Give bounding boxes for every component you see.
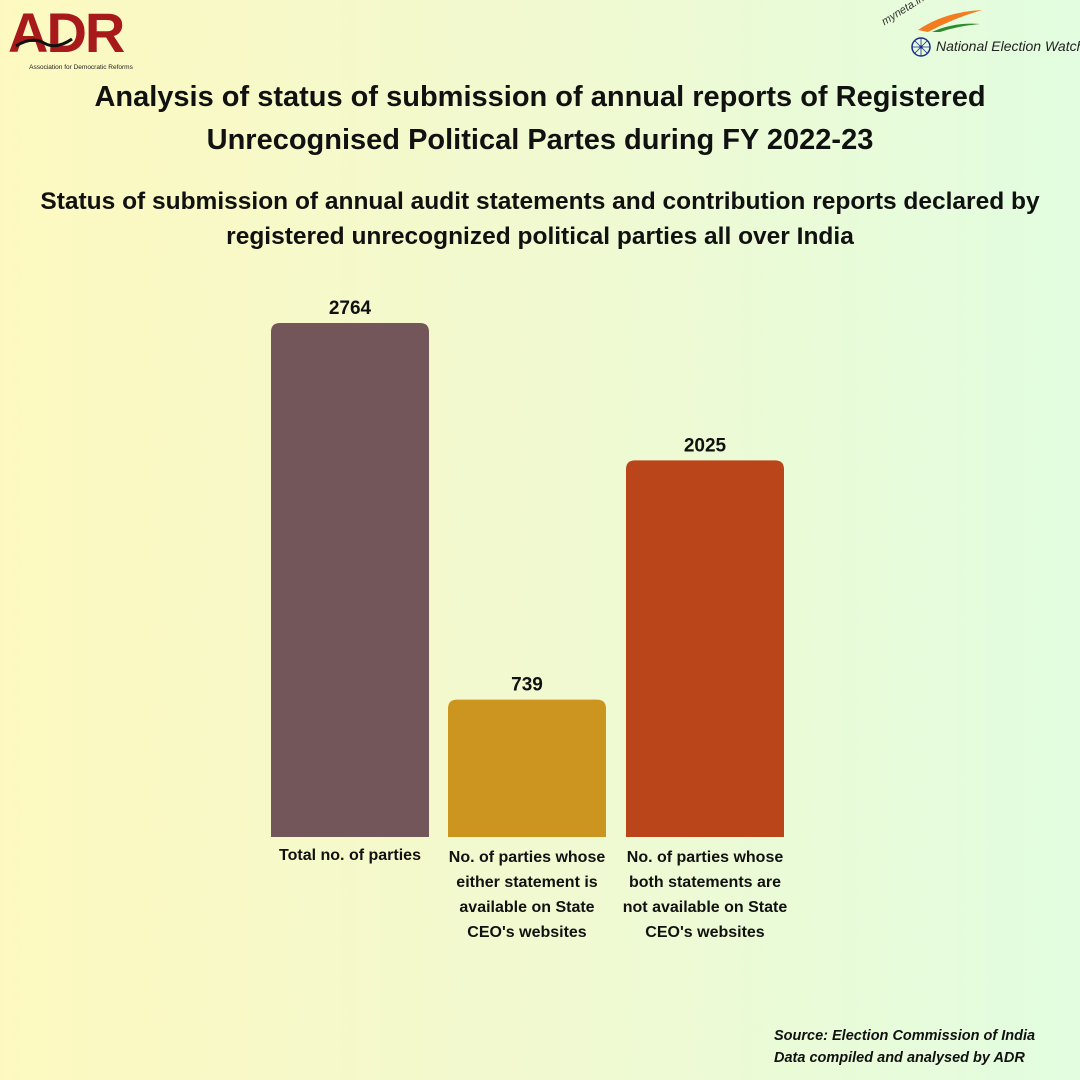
source-text: Source: Election Commission of India xyxy=(774,1028,1036,1044)
adr-logo: ADR Association for Democratic Reforms xyxy=(8,2,150,72)
compiled-text: Data compiled and analysed by ADR xyxy=(774,1050,1025,1066)
source-note: Source: Election Commission of India Dat… xyxy=(774,1025,1074,1069)
category-label-1: Total no. of parties xyxy=(279,847,421,864)
bar-2 xyxy=(448,699,606,837)
data-label-2: 739 xyxy=(511,675,543,696)
adr-logo-subtitle: Association for Democratic Reforms xyxy=(29,64,133,71)
category-label-3: No. of parties whose both statements are… xyxy=(622,849,788,941)
new-logo: myneta.info National Election Watch xyxy=(874,0,1080,66)
bar-1 xyxy=(271,323,429,837)
data-label-3: 2025 xyxy=(684,435,727,456)
chart-subtitle: Status of submission of annual audit sta… xyxy=(40,188,1040,250)
bar-3 xyxy=(626,460,784,837)
data-label-1: 2764 xyxy=(329,298,372,319)
new-flag-swoosh-icon xyxy=(918,10,982,32)
new-logo-text: National Election Watch xyxy=(936,38,1080,54)
page-title: Analysis of status of submission of annu… xyxy=(94,81,986,156)
adr-swoosh-icon xyxy=(15,37,73,48)
adr-logo-text: ADR xyxy=(8,1,125,64)
ashoka-chakra-icon xyxy=(911,37,931,57)
category-label-2: No. of parties whose either statement is… xyxy=(448,849,606,941)
